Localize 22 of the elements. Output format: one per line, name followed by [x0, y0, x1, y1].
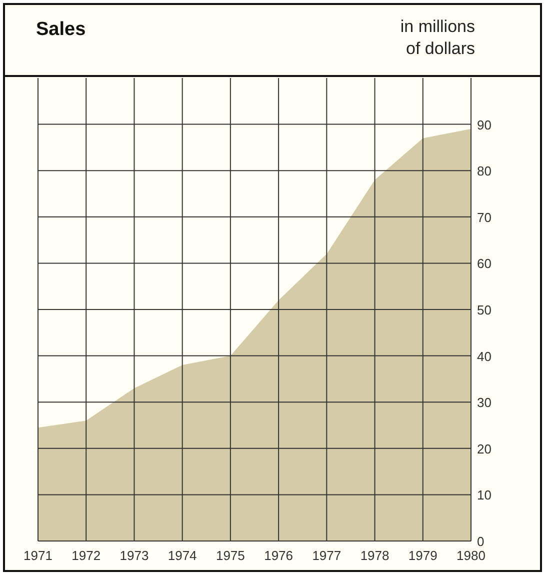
x-tick-label: 1973: [120, 548, 149, 563]
x-tick-label: 1977: [312, 548, 342, 563]
y-tick-label: 60: [477, 256, 492, 272]
y-tick-label: 70: [477, 210, 492, 225]
x-tick-label: 1979: [408, 548, 438, 563]
x-tick-label: 1976: [264, 548, 294, 563]
x-tick-label: 1975: [216, 548, 245, 563]
y-tick-label: 20: [477, 441, 492, 456]
x-tick-label: 1978: [360, 548, 390, 563]
y-tick-label: 30: [477, 395, 492, 410]
chart-subtitle: in millions of dollars: [400, 17, 475, 58]
chart-title: Sales: [36, 19, 86, 40]
y-tick-label: 40: [477, 348, 492, 364]
x-tick-label: 1972: [72, 548, 101, 563]
x-tick-label: 1971: [24, 548, 52, 563]
x-tick-label: 1974: [168, 548, 197, 563]
y-tick-label: 80: [477, 164, 492, 179]
y-tick-label: 90: [477, 117, 492, 132]
y-tick-label: 10: [477, 488, 492, 503]
y-tick-label: 0: [477, 534, 484, 549]
x-tick-label: 1980: [456, 548, 486, 563]
y-tick-label: 50: [477, 302, 492, 318]
